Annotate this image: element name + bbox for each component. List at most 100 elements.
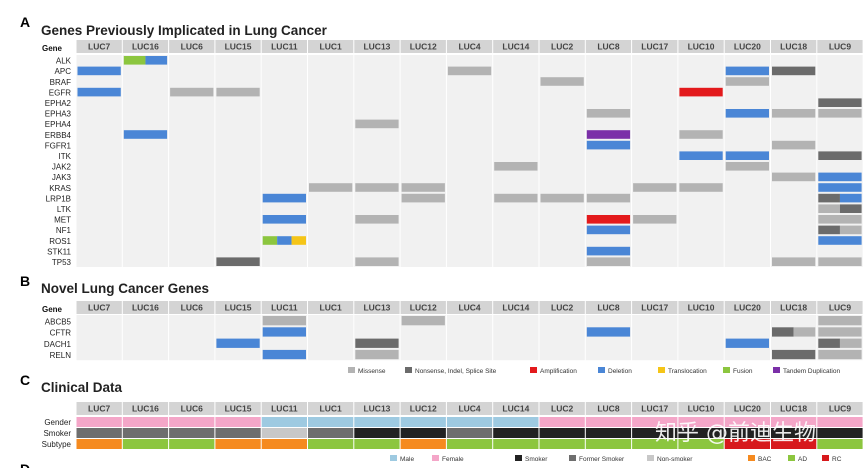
panel-b-col-label-luc12: LUC12 [410,303,437,313]
panel-b-gene-label-dach1: DACH1 [44,340,72,349]
panel-a-header-cell-luc18 [771,40,817,53]
clinical-legend-swatch-male [390,455,397,461]
panel-a-cell-ros1-luc9-deletion [818,236,862,245]
panel-a-column-bg [493,55,539,267]
panel-b-cell-cftr-luc18-nonsense [772,327,794,337]
panel-a-cell-epha3-luc18-missense [772,109,816,118]
panel-c-cell-smoker-luc2 [539,428,585,438]
panel-a-col-label-luc6: LUC6 [181,42,203,52]
panel-c-cell-subtype-luc15 [215,439,261,449]
panel-c-cell-smoker-luc13 [354,428,400,438]
panel-a-cell-tp53-luc18-missense [772,257,816,266]
panel-a-cell-egfr-luc10-amplification [679,87,723,97]
panel-b-letter: B [20,273,30,289]
panel-a-cell-kras-luc10-missense [679,183,723,192]
panel-a-col-label-luc1: LUC1 [320,42,342,52]
panel-c-cell-gender-luc14 [493,417,539,427]
panel-c-cell-gender-luc8 [585,417,632,427]
panel-a-cell-lrp1b-luc2-missense [540,193,584,203]
clinical-legend-swatch-smoker [515,455,522,461]
panel-a-gene-label-tp53: TP53 [52,258,72,267]
panel-a-col-label-luc7: LUC7 [88,42,110,52]
watermark-text: 知乎 @前迪生物 [655,421,816,446]
panel-a-gene-label-epha3: EPHA3 [45,110,72,119]
panel-c-cell-gender-luc11 [261,417,307,427]
panel-b-header-cell-luc12 [400,301,446,314]
panel-b-column-bg [215,315,261,361]
panel-b-cell-abcb5-luc11-missense [262,316,306,326]
legend-label-deletion: Deletion [608,368,632,375]
panel-a-cell-nf1-luc8-deletion [586,225,631,235]
panel-b-header-cell-luc10 [678,301,724,314]
panel-b-column-bg [539,315,585,361]
panel-b-cell-reln-luc18-nonsense [772,349,816,360]
panel-a-cell-epha3-luc20-deletion [725,109,769,118]
panel-b-gene-header: Gene [42,305,63,314]
panel-c-col-label-luc15: LUC15 [225,404,252,414]
panel-a-column-bg [354,55,400,267]
panel-a-col-label-luc16: LUC16 [132,42,159,52]
panel-a-gene-header: Gene [42,44,63,53]
panel-b-column-bg [585,315,632,361]
panel-c-header-cell-luc17 [632,402,678,415]
panel-c-header-cell-luc8 [585,402,632,415]
panel-a-col-label-luc14: LUC14 [502,42,529,52]
panel-a-column-bg [308,55,354,267]
legend-label-translocation: Translocation [668,368,707,375]
panel-a-gene-label-epha4: EPHA4 [45,120,72,129]
panel-c-header-cell-luc6 [169,402,215,415]
panel-b-header-cell-luc15 [215,301,261,314]
panel-a-column-bg [76,55,122,267]
panel-c-title: Clinical Data [41,380,123,395]
panel-a-column-bg [817,55,863,267]
panel-a-cell-kras-luc17-missense [633,183,677,192]
panel-a-cell-ros1-luc11-deletion [277,236,292,245]
panel-c-cell-gender-luc2 [539,417,585,427]
panel-c-cell-subtype-luc10 [678,439,724,449]
panel-a-column-bg [446,55,493,267]
panel-a-gene-label-jak3: JAK3 [52,173,72,182]
panel-c-col-label-luc8: LUC8 [597,404,619,414]
panel-c-cell-smoker-luc8 [585,428,632,438]
panel-c-cell-gender-luc9 [817,417,863,427]
panel-a-cell-nf1-luc9-missense [839,225,862,235]
panel-a-cell-erbb4-luc16-deletion [123,130,168,139]
panel-a-cell-ltk-luc9-missense [818,204,840,213]
clinical-legend-swatch-bac [748,455,755,461]
panel-a-cell-epha2-luc9-nonsense [818,98,862,107]
panel-a-cell-apc-luc18-nonsense [772,66,816,76]
legend-swatch-deletion [598,367,605,373]
panel-a-gene-label-ros1: ROS1 [49,237,71,246]
clinical-legend-swatch-rc [822,455,829,461]
panel-a-cell-itk-luc20-deletion [725,151,769,160]
panel-c-col-label-luc12: LUC12 [410,404,437,414]
panel-b-cell-dach1-luc9-nonsense [818,338,840,348]
panel-c-cell-gender-luc7 [76,417,122,427]
panel-b-column-bg [308,315,354,361]
panel-a-cell-jak3-luc18-missense [772,172,816,182]
panel-b-col-label-luc9: LUC9 [829,303,851,313]
panel-c-header-cell-luc4 [446,402,493,415]
panel-a-column-bg [215,55,261,267]
panel-c-cell-subtype-luc20 [724,439,770,449]
panel-c-header-cell-luc14 [493,402,539,415]
panel-a-gene-label-alk: ALK [56,57,72,66]
panel-c-col-label-luc4: LUC4 [458,404,480,414]
panel-c-cell-gender-luc16 [122,417,169,427]
panel-b-col-label-luc2: LUC2 [551,303,573,313]
panel-c-header-cell-luc13 [354,402,400,415]
panel-a-cell-met-luc17-missense [633,215,677,224]
panel-a-gene-label-stk11: STK11 [47,247,71,256]
panel-c-cell-gender-luc10 [678,417,724,427]
panel-b-header-cell-luc2 [539,301,585,314]
legend-label-tandem: Tandem Duplication [783,368,840,375]
legend-label-amplification: Amplification [540,368,577,375]
panel-a-cell-tp53-luc9-missense [818,257,862,266]
panel-b-col-label-luc18: LUC18 [780,303,807,313]
panel-a-header-cell-luc15 [215,40,261,53]
panel-b-col-label-luc17: LUC17 [641,303,668,313]
panel-c-cell-subtype-luc2 [539,439,585,449]
panel-a-gene-label-lrp1b: LRP1B [46,194,71,203]
panel-c-cell-smoker-luc10 [678,428,724,438]
panel-a-cell-tp53-luc13-missense [355,257,399,266]
